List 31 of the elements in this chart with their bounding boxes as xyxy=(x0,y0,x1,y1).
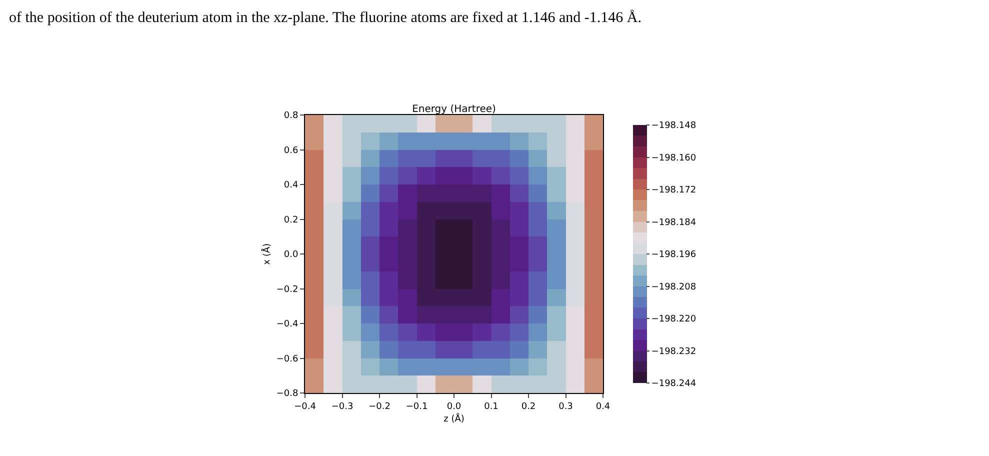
y-axis-title: x (Å) xyxy=(260,243,273,265)
text: of the position of the deuterium atom in the xz-plane. The fluorine atoms are fixed at 1.146 and -1.146 Å. xyxy=(9,9,642,26)
color-bar-label: −198.220 xyxy=(651,314,696,325)
y-tick-label: 0.2 xyxy=(284,215,298,226)
y-tick-label: −0.4 xyxy=(276,320,298,330)
x-tick-label: −0.3 xyxy=(331,402,354,412)
x-tick-label: 0.0 xyxy=(446,402,462,412)
y-tick-label: 0.0 xyxy=(284,250,298,260)
x-tick-label: −0.1 xyxy=(406,402,428,412)
y-tick-label: −0.8 xyxy=(276,389,298,400)
x-tick-label: 0.2 xyxy=(521,402,536,412)
color-bar-label: −198.232 xyxy=(651,346,696,357)
color-bar-label: −198.184 xyxy=(651,218,696,228)
color-bar-label: −198.160 xyxy=(651,153,696,164)
chart-title: Energy (Hartree) xyxy=(412,104,496,115)
color-bar-label: −198.172 xyxy=(651,186,696,196)
color-bar-label: −198.196 xyxy=(651,250,696,260)
x-axis-title: z (Å) xyxy=(444,412,464,425)
y-tick-label: −0.6 xyxy=(276,354,298,364)
x-tick-label: −0.2 xyxy=(368,402,390,412)
x-tick-label: −0.4 xyxy=(294,402,316,412)
color-bar-label: −198.148 xyxy=(651,121,696,132)
color-bar-label: −198.208 xyxy=(651,282,696,292)
y-tick-label: 0.8 xyxy=(284,111,298,122)
x-tick-label: 0.3 xyxy=(558,402,573,412)
y-tick-label: −0.2 xyxy=(276,284,298,295)
y-tick-label: 0.4 xyxy=(284,180,298,191)
x-tick-label: 0.1 xyxy=(484,402,498,412)
y-tick-label: 0.6 xyxy=(284,146,298,156)
x-tick-label: 0.4 xyxy=(596,402,610,412)
color-bar-label: −198.244 xyxy=(651,379,696,390)
